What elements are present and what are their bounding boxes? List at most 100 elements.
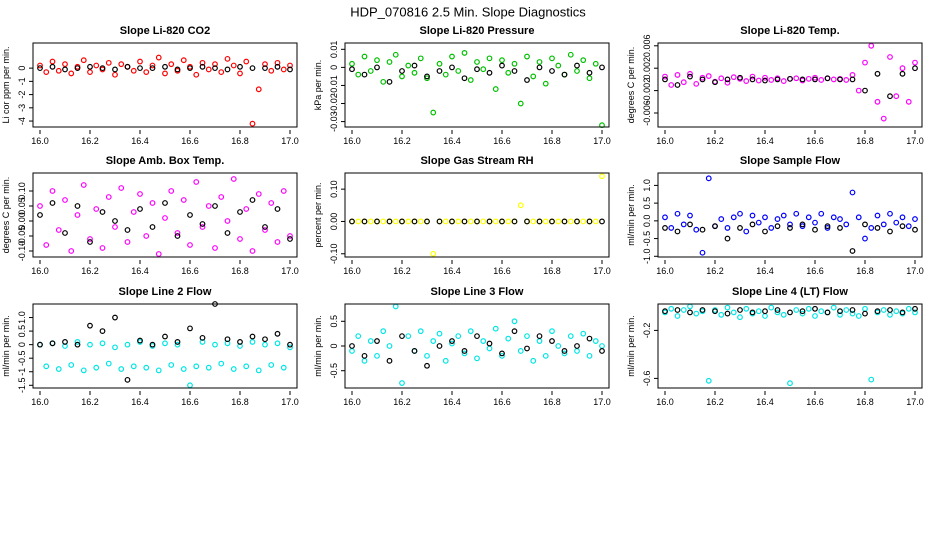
x-tick-label: 16.2 (393, 136, 411, 146)
point (212, 203, 218, 209)
point (524, 218, 530, 225)
point (517, 348, 524, 354)
point (586, 75, 593, 82)
point (62, 230, 68, 236)
point (824, 309, 831, 316)
panel-title: Slope Li-820 Temp. (740, 25, 839, 37)
point (887, 307, 893, 313)
point (480, 338, 487, 344)
point (37, 203, 43, 209)
point (830, 214, 837, 221)
point (62, 66, 68, 73)
point (280, 66, 287, 73)
point (874, 225, 881, 231)
point (367, 68, 374, 74)
point (749, 76, 756, 83)
point (287, 233, 293, 239)
point (149, 200, 156, 206)
point (837, 308, 843, 315)
plot-frame (657, 42, 923, 128)
point (162, 63, 168, 70)
point (417, 55, 424, 62)
point (812, 226, 818, 233)
point (55, 227, 62, 233)
point (68, 362, 75, 368)
point (862, 310, 868, 317)
point (787, 75, 793, 82)
point (411, 218, 418, 225)
point (837, 216, 843, 222)
point (168, 61, 175, 68)
point (574, 343, 580, 349)
point (112, 344, 118, 351)
point (899, 65, 906, 72)
point (662, 308, 668, 315)
point (99, 328, 106, 334)
point (461, 218, 468, 225)
point (862, 305, 868, 312)
point (599, 343, 605, 349)
point (87, 236, 93, 242)
point (174, 339, 181, 345)
point (774, 216, 781, 222)
point (849, 76, 856, 83)
x-tick-label: 16.0 (656, 266, 674, 276)
point (93, 364, 100, 371)
point (749, 221, 756, 228)
point (855, 214, 862, 221)
point (99, 340, 106, 347)
point (205, 364, 212, 371)
point (386, 59, 393, 65)
point (693, 226, 700, 233)
point (743, 78, 750, 84)
y-tick-label: -0.5 (17, 350, 27, 366)
point (567, 51, 574, 58)
point (680, 221, 687, 228)
point (93, 206, 100, 212)
point (199, 334, 206, 341)
point (492, 218, 499, 225)
point (737, 307, 743, 313)
point (492, 86, 499, 92)
point (699, 76, 706, 83)
point (868, 225, 875, 231)
point (755, 77, 762, 84)
point (893, 219, 900, 226)
point (436, 343, 443, 349)
y-tick-label: -1.5 (17, 378, 27, 394)
point (849, 307, 856, 313)
point (705, 73, 712, 79)
point (762, 214, 768, 221)
y-tick-label: 0.01 (329, 41, 339, 59)
point (662, 76, 668, 83)
plot-frame (344, 172, 610, 258)
point (737, 225, 743, 231)
y-tick-label: 0 (329, 343, 339, 348)
point (805, 214, 812, 221)
point (87, 63, 93, 70)
x-tick-label: 16.2 (706, 397, 724, 407)
point (474, 66, 480, 73)
y-tick-label: -0.5 (642, 231, 652, 247)
point (849, 310, 856, 317)
y-tick-label: 0.0 (642, 215, 652, 228)
point (93, 62, 100, 69)
point (899, 70, 906, 77)
point (486, 340, 493, 347)
point (224, 230, 231, 236)
point (662, 73, 668, 80)
point (149, 65, 156, 72)
y-tick-label: -0.02 (329, 93, 339, 114)
point (862, 59, 868, 66)
point (474, 333, 480, 340)
point (574, 348, 580, 354)
point (80, 182, 87, 188)
point (99, 65, 106, 72)
x-tick-label: 16.8 (543, 136, 561, 146)
point (674, 72, 681, 78)
point (586, 335, 593, 342)
x-tick-label: 16.8 (856, 397, 874, 407)
x-tick-label: 16.0 (31, 397, 49, 407)
point (549, 328, 555, 335)
